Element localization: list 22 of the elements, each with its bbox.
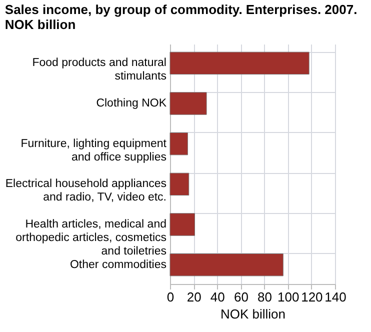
bar bbox=[170, 52, 310, 74]
x-tick-label: 100 bbox=[278, 290, 300, 304]
y-tick-label: Furniture, lighting equipment and office supplies bbox=[20, 138, 168, 164]
y-tick-label: Food products and natural stimulants bbox=[32, 57, 167, 83]
x-tick-label: 60 bbox=[234, 290, 248, 304]
chart-title: Sales income, by group of commodity. Enterprises. 2007. NOK billion bbox=[4, 2, 358, 32]
bar bbox=[170, 92, 207, 115]
x-tick-label: 0 bbox=[166, 290, 174, 304]
bar bbox=[170, 132, 188, 156]
bar bbox=[170, 172, 190, 196]
x-tick-label: 40 bbox=[210, 290, 225, 304]
bar bbox=[170, 213, 195, 236]
y-tick-label: Electrical household appliances and radio, TV, video etc. bbox=[5, 178, 167, 204]
x-tick-label: 140 bbox=[324, 290, 346, 304]
x-tick-label: 120 bbox=[301, 290, 323, 304]
bar bbox=[170, 254, 284, 276]
x-tick-label: 80 bbox=[258, 290, 272, 304]
y-tick-label: Clothing NOK bbox=[96, 97, 167, 110]
x-tick-label: 20 bbox=[186, 290, 202, 304]
y-tick-label: Other commodities bbox=[70, 258, 167, 271]
y-tick-label: Health articles, medical and orthopedic articles, cosmetics and toiletries bbox=[16, 218, 167, 258]
x-axis-title: NOK billion bbox=[220, 306, 286, 322]
